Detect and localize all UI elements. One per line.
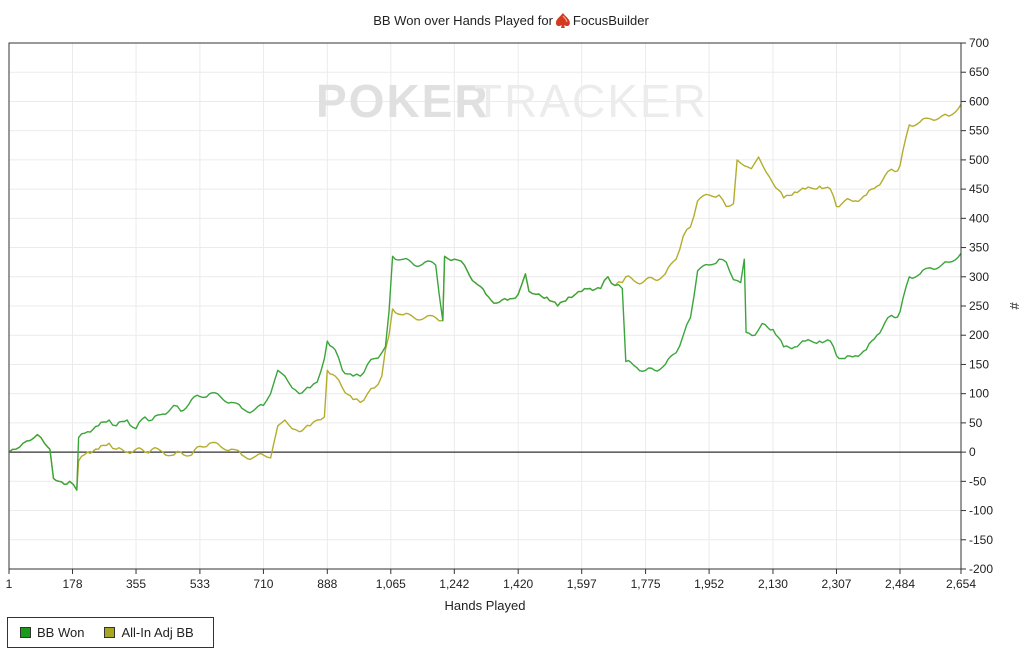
- x-tick-label-0: 1: [6, 577, 13, 591]
- y-tick-label-14: 0: [969, 445, 976, 459]
- series-line-bb-won: [8, 252, 962, 491]
- x-tick-label-13: 2,307: [821, 577, 851, 591]
- watermark: POKER TRACKER: [316, 75, 708, 127]
- y-tick-label-15: -50: [969, 474, 987, 488]
- watermark-poker: POKER: [316, 75, 490, 127]
- y-tick-label-16: -100: [969, 504, 993, 518]
- y-tick-label-6: 400: [969, 211, 989, 225]
- x-tick-labels: 1 178 355 533 710 888 1,065 1,242 1,420 1,597 1,77…: [6, 569, 976, 591]
- y-axis-label: #: [1007, 302, 1022, 310]
- y-tick-label-17: -150: [969, 533, 993, 547]
- legend-label-bb-won: BB Won: [37, 625, 85, 640]
- y-tick-label-8: 300: [969, 270, 989, 284]
- legend-item-all-in-adj-bb[interactable]: All-In Adj BB: [104, 625, 194, 640]
- x-tick-label-14: 2,484: [885, 577, 915, 591]
- y-tick-label-1: 650: [969, 65, 989, 79]
- y-tick-label-12: 100: [969, 387, 989, 401]
- x-tick-label-1: 178: [62, 577, 82, 591]
- y-tick-labels: 7006506005505004504003503002502001501005…: [961, 36, 993, 576]
- y-tick-label-3: 550: [969, 124, 989, 138]
- y-tick-label-0: 700: [969, 36, 989, 50]
- y-tick-label-11: 150: [969, 357, 989, 371]
- x-axis-label: Hands Played: [445, 598, 526, 613]
- y-tick-label-10: 200: [969, 328, 989, 342]
- x-tick-label-7: 1,242: [439, 577, 469, 591]
- y-tick-label-7: 350: [969, 241, 989, 255]
- x-tick-label-5: 888: [317, 577, 337, 591]
- x-tick-label-11: 1,952: [694, 577, 724, 591]
- x-tick-label-4: 710: [253, 577, 273, 591]
- x-tick-label-3: 533: [190, 577, 210, 591]
- legend-label-all-in-adj-bb: All-In Adj BB: [121, 625, 194, 640]
- player-name: FocusBuilder: [573, 13, 650, 28]
- x-tick-label-2: 355: [126, 577, 146, 591]
- x-tick-label-8: 1,420: [503, 577, 533, 591]
- watermark-tracker: TRACKER: [474, 75, 708, 127]
- chart-title: BB Won over Hands Played for: [373, 13, 553, 28]
- x-tick-label-15: 2,654: [946, 577, 976, 591]
- series-lines: [8, 104, 962, 491]
- y-tick-label-18: -200: [969, 562, 993, 576]
- y-tick-label-9: 250: [969, 299, 989, 313]
- y-tick-label-4: 500: [969, 153, 989, 167]
- y-tick-label-2: 600: [969, 94, 989, 108]
- x-tick-label-9: 1,597: [567, 577, 597, 591]
- legend-swatch-all-in-adj-bb: [104, 627, 116, 638]
- spade-icon: [555, 13, 570, 28]
- chart-title-group: BB Won over Hands Played for FocusBuilde…: [373, 13, 649, 28]
- x-tick-label-12: 2,130: [758, 577, 788, 591]
- y-tick-label-13: 50: [969, 416, 983, 430]
- x-tick-label-10: 1,775: [631, 577, 661, 591]
- chart-legend: BB Won All-In Adj BB: [7, 617, 214, 648]
- y-tick-label-5: 450: [969, 182, 989, 196]
- x-tick-label-6: 1,065: [376, 577, 406, 591]
- legend-item-bb-won[interactable]: BB Won: [20, 625, 84, 640]
- legend-swatch-bb-won: [20, 627, 31, 638]
